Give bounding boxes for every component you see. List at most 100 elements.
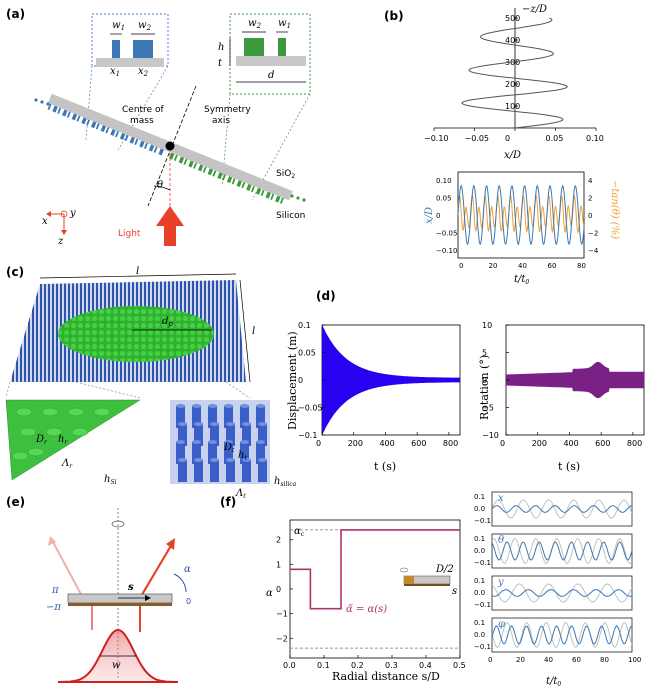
tick-label: 0.1 [474, 577, 485, 585]
tick-label: 200 [532, 439, 547, 448]
ridge-green [202, 166, 207, 173]
tick-label: 1 [276, 560, 281, 569]
symmetry-axis [147, 85, 197, 207]
panel-c-label: (c) [6, 265, 24, 279]
tick-label: 400 [563, 439, 578, 448]
tick-label: −10 [482, 431, 499, 440]
pillar [258, 424, 267, 446]
e-alpha-arc [173, 573, 187, 593]
f-ylabel: α [266, 588, 273, 599]
tick-label: 2 [588, 195, 592, 203]
e-alpha: α [184, 564, 191, 575]
ridge-green [241, 182, 246, 189]
light-arrow [156, 206, 184, 246]
tick-label: 2 [276, 536, 281, 545]
f-small-label: φ [498, 619, 505, 630]
pillar [240, 442, 249, 464]
pillar [210, 460, 219, 482]
pillar-top [178, 422, 187, 426]
ridge-green [246, 183, 252, 191]
silicon-ridges-blue [47, 103, 164, 156]
light-label: Light [118, 229, 141, 239]
dot-blue-2 [40, 100, 44, 104]
ridge-blue [144, 142, 148, 149]
ridge-blue [47, 103, 52, 110]
pillar-top [210, 458, 219, 462]
pillar [41, 407, 59, 417]
zoom-ridge-w2 [133, 40, 153, 58]
theta-arc [153, 185, 171, 191]
b-bottom-ylabel-left: x/D [424, 207, 435, 224]
ridge-blue [100, 125, 107, 133]
transmitter-pillars [176, 404, 267, 482]
symmetry-label-2: axis [212, 116, 230, 126]
d-left-ylabel: Displacement (m) [286, 331, 299, 430]
tick-label: 300 [505, 58, 520, 67]
e-minus-pi: −π [46, 602, 61, 613]
pillar [27, 447, 45, 457]
c-dr: Dr [35, 434, 48, 446]
pillar [226, 424, 235, 446]
pillar [258, 460, 267, 482]
tick-label: 0.1 [474, 493, 485, 501]
ridge-green [250, 185, 255, 193]
green-w1-label: w1 [278, 18, 291, 30]
zoom-substrate-blue [96, 58, 164, 67]
tick-label: 0.3 [385, 661, 398, 670]
ridge-blue [139, 140, 145, 148]
h-label: h [218, 42, 224, 53]
e-sail [67, 593, 173, 604]
d-rotation-signal [506, 361, 644, 399]
panel-f-label: (f) [220, 495, 236, 509]
panel-b-label: (b) [384, 9, 404, 23]
f-small-reference [491, 499, 633, 519]
pillar [176, 442, 185, 464]
pillar-top [176, 440, 185, 444]
x1-label: x1 [110, 66, 120, 78]
centre-of-mass-dot [165, 141, 175, 151]
f-main-ticks: 2 1 0 −1 −2 0.0 0.1 0.2 0.3 0.4 0.5 [276, 536, 466, 670]
tick-label: 0.2 [351, 661, 364, 670]
reflector-zoom [5, 399, 141, 481]
central-disc [58, 306, 214, 362]
tick-label: −0.1 [474, 559, 491, 567]
ridge-green [217, 172, 223, 180]
c-l-top: l [136, 266, 139, 277]
f-inset-segment [404, 576, 414, 584]
pillar-top [194, 458, 203, 462]
e-sail-grating [68, 603, 172, 606]
f-curve-label: α̃ = α(s) [346, 604, 387, 615]
pillar-top [194, 422, 203, 426]
zoom-ridge-green-w2 [244, 38, 264, 56]
tick-label: 0.5 [453, 661, 466, 670]
tick-label: 600 [595, 439, 610, 448]
ridge-blue [148, 144, 155, 152]
pillar [19, 427, 37, 437]
pillar-top [240, 440, 249, 444]
pillar-top [242, 458, 251, 462]
f-xlabel: Radial distance s/D [332, 670, 440, 683]
d-right-xlabel: t (s) [558, 460, 580, 473]
e-zero: 0 [186, 597, 191, 606]
panel-a-label: (a) [6, 7, 25, 21]
tick-label: −0.10 [424, 134, 449, 143]
tick-label: −1 [276, 610, 288, 619]
tick-label: 0.1 [474, 619, 485, 627]
f-small-reference [491, 537, 633, 564]
tick-label: 0.1 [474, 535, 485, 543]
tick-label: 60 [548, 262, 557, 270]
panel-c: (c) l l dp Dr hr Λr hSi Dt ht Λt hsilica [5, 265, 297, 500]
tick-label: 600 [411, 439, 426, 448]
c-hr: hr [58, 434, 68, 446]
ridge-green [188, 160, 194, 168]
b-top-trajectory [461, 17, 568, 129]
c-l-right: l [252, 326, 255, 337]
c-connector-right [225, 381, 251, 399]
pillar [192, 406, 201, 428]
tick-label: 40 [544, 656, 553, 664]
w1-label: w1 [112, 20, 125, 32]
dot-green-2 [296, 196, 300, 200]
ridge-green [197, 164, 204, 172]
tick-label: 0 [316, 439, 321, 448]
tick-label: 0.0 [474, 505, 485, 513]
